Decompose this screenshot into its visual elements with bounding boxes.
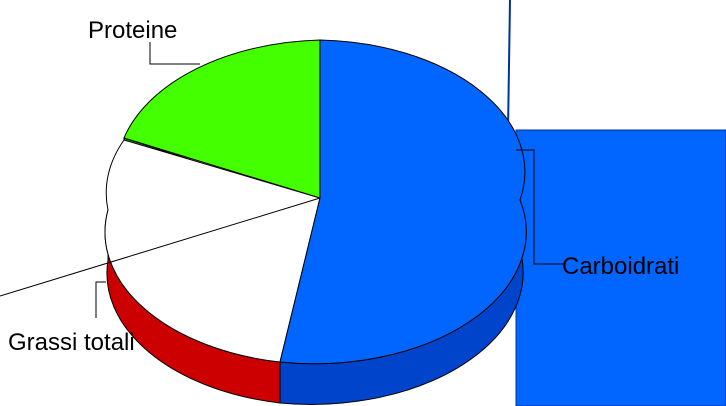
label-grassi-totali: Grassi totali — [8, 329, 135, 356]
artifact-line-diagonal — [0, 197, 321, 297]
leader-carboidrati — [516, 149, 564, 265]
leader-grassi-totali — [95, 281, 106, 318]
artifact-line-top — [507, 0, 511, 131]
slice-proteine — [123, 39, 321, 199]
label-proteine: Proteine — [88, 17, 177, 44]
slice-carboidrati — [279, 39, 527, 365]
slice-grassi-totali — [104, 139, 321, 363]
label-carboidrati: Carboidrati — [562, 253, 679, 280]
artifact-blue-box — [515, 129, 726, 406]
leader-proteine — [149, 42, 200, 65]
